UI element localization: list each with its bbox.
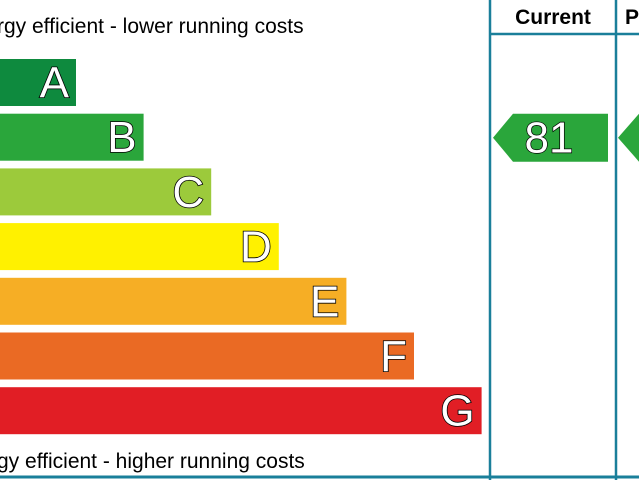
rating-bar-e	[0, 277, 347, 325]
rating-letter-f: F	[380, 332, 407, 381]
rating-bar-b	[0, 113, 144, 161]
rating-indicators: 81	[493, 113, 639, 163]
potential-rating-arrow	[618, 113, 639, 162]
rating-letter-g: G	[440, 387, 474, 436]
rating-letter-c: C	[172, 168, 204, 217]
rating-bar-d	[0, 223, 279, 271]
current-rating-value: 81	[525, 114, 574, 163]
rating-bar-c	[0, 168, 212, 216]
current-rating-arrow	[493, 113, 608, 162]
bottom-caption: gy efficient - higher running costs	[0, 450, 305, 473]
rating-bar-f	[0, 332, 414, 380]
current-column-header: Current	[515, 6, 591, 29]
rating-letter-d: D	[240, 223, 272, 272]
current-rating-indicator: 81	[493, 113, 608, 163]
rating-letter-e: E	[310, 277, 339, 326]
rating-letter-a: A	[40, 59, 70, 108]
rating-letter-b: B	[107, 113, 136, 162]
potential-column-header: P	[625, 6, 639, 29]
rating-bar-g	[0, 387, 482, 435]
top-caption: rgy efficient - lower running costs	[0, 15, 304, 38]
rating-bar-a	[0, 59, 76, 106]
